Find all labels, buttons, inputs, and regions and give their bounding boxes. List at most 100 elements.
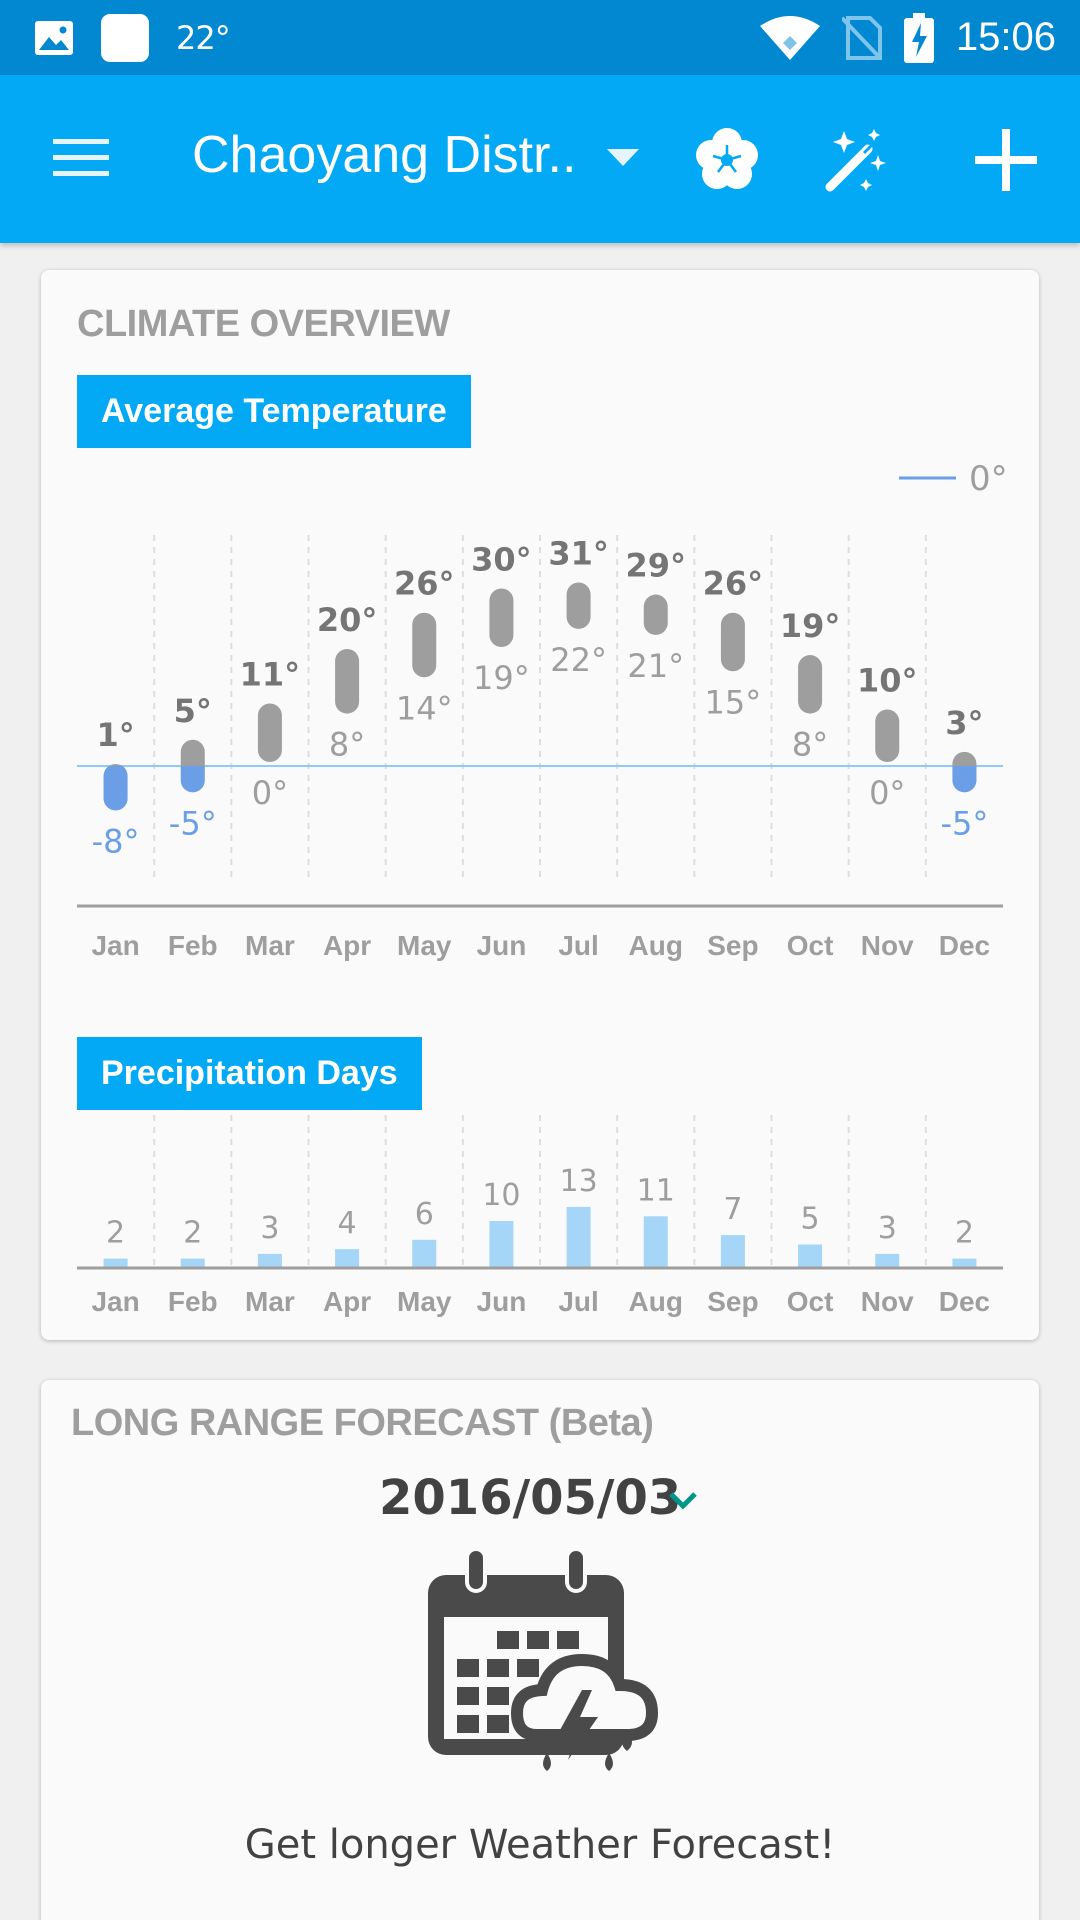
- status-bar: 22° 15:06: [0, 0, 1080, 75]
- longer-forecast-cta[interactable]: Get longer Weather Forecast!: [244, 1822, 836, 1868]
- no-sim-icon: [841, 15, 882, 60]
- long-range-forecast-card: LONG RANGE FORECAST (Beta) 2016/05/03 Ge…: [41, 1380, 1039, 1920]
- precip-bar: [335, 1249, 360, 1268]
- temp-high-label: 19°: [780, 607, 841, 645]
- month-tick-label: Jul: [558, 930, 598, 961]
- precip-bar: [720, 1235, 745, 1268]
- month-tick-label: Dec: [939, 1286, 990, 1317]
- precip-bar: [103, 1258, 128, 1268]
- temp-low-label: -8°: [92, 822, 140, 860]
- month-tick-label: May: [397, 930, 452, 961]
- precipitation-days-chip: Precipitation Days: [77, 1037, 422, 1110]
- month-tick-label: Apr: [323, 1286, 371, 1317]
- temp-low-label: 14°: [396, 689, 453, 727]
- temp-range-bar: [643, 594, 668, 635]
- month-tick-label: Apr: [323, 930, 371, 961]
- calendar-storm-icon[interactable]: [422, 1545, 662, 1785]
- temp-high-label: 10°: [857, 662, 918, 700]
- temp-high-label: 31°: [548, 534, 609, 572]
- temp-range-bar: [257, 703, 282, 762]
- month-tick-label: Aug: [629, 1286, 683, 1317]
- precip-value-label: 3: [260, 1211, 279, 1246]
- month-tick-label: Nov: [861, 1286, 914, 1317]
- temp-high-label: 11°: [240, 655, 301, 693]
- average-temperature-chip: Average Temperature: [77, 375, 471, 448]
- temp-low-label: 21°: [627, 647, 684, 685]
- forecast-date[interactable]: 2016/05/03: [379, 1470, 682, 1526]
- temp-range-bar-below-zero: [952, 766, 977, 793]
- climate-overview-card: CLIMATE OVERVIEW Average Temperature 0° …: [41, 270, 1039, 1340]
- temp-range-bar-below-zero: [180, 766, 205, 793]
- temp-range-bar: [875, 709, 900, 762]
- notification-square-icon: [101, 13, 149, 62]
- temp-low-label: 0°: [869, 774, 905, 812]
- temp-high-label: 20°: [317, 601, 378, 639]
- month-tick-label: Nov: [861, 930, 914, 961]
- long-range-forecast-title: LONG RANGE FORECAST (Beta): [71, 1402, 654, 1444]
- month-tick-label: Feb: [168, 1286, 218, 1317]
- month-tick-label: Mar: [245, 1286, 295, 1317]
- temp-low-label: 22°: [550, 641, 607, 679]
- precip-bar: [180, 1258, 205, 1268]
- precip-bar: [875, 1253, 900, 1268]
- precip-bar: [412, 1239, 437, 1268]
- add-icon[interactable]: [973, 127, 1039, 193]
- battery-charging-icon: [903, 12, 934, 63]
- month-tick-label: May: [397, 1286, 452, 1317]
- temp-low-label: 0°: [252, 774, 288, 812]
- temp-high-label: 3°: [945, 704, 983, 742]
- app-bar: Chaoyang Distr..: [0, 75, 1080, 243]
- temp-low-label: 15°: [705, 683, 762, 721]
- temp-range-bar: [335, 649, 360, 714]
- precip-bar: [257, 1253, 282, 1268]
- menu-icon[interactable]: [50, 133, 112, 181]
- location-dropdown-icon[interactable]: [607, 149, 639, 166]
- month-tick-label: Jan: [91, 1286, 139, 1317]
- temp-range-bar-below-zero: [103, 766, 128, 811]
- temp-low-label: 19°: [473, 659, 530, 697]
- flower-icon[interactable]: [692, 125, 762, 195]
- status-temperature: 22°: [176, 18, 231, 57]
- temp-low-label: 8°: [792, 726, 828, 764]
- temp-high-label: 30°: [471, 541, 532, 579]
- chevron-down-icon[interactable]: [663, 1480, 703, 1520]
- month-tick-label: Oct: [787, 1286, 834, 1317]
- magic-wand-icon[interactable]: [822, 125, 892, 195]
- temp-high-label: 29°: [625, 547, 686, 585]
- precip-value-label: 2: [183, 1216, 202, 1251]
- precip-value-label: 11: [637, 1173, 675, 1208]
- precip-value-label: 5: [801, 1202, 820, 1237]
- month-tick-label: Sep: [707, 1286, 758, 1317]
- precip-value-label: 13: [559, 1164, 597, 1199]
- precip-value-label: 10: [482, 1178, 520, 1213]
- gallery-icon: [35, 20, 73, 55]
- temp-low-label: -5°: [940, 804, 988, 842]
- precip-bar: [489, 1221, 514, 1268]
- temp-low-label: -5°: [169, 804, 217, 842]
- temp-range-bar: [489, 588, 514, 648]
- temp-range-bar: [798, 655, 823, 714]
- month-tick-label: Dec: [939, 930, 990, 961]
- legend-label: 0°: [969, 459, 1008, 499]
- status-time: 15:06: [955, 15, 1056, 59]
- precip-value-label: 2: [955, 1216, 974, 1251]
- temp-low-label: 8°: [329, 726, 365, 764]
- month-tick-label: Aug: [629, 930, 683, 961]
- month-tick-label: Jul: [558, 1286, 598, 1317]
- temp-high-label: 26°: [394, 565, 455, 603]
- month-tick-label: Mar: [245, 930, 295, 961]
- precipitation-chart: 2 Jan 2 Feb 3 Mar 4 Apr 6 May 10 Jun 13 Jul 11 Aug 7 Sep 5…: [77, 1115, 1003, 1317]
- precip-bar: [643, 1216, 668, 1268]
- month-tick-label: Jun: [477, 930, 527, 961]
- month-tick-label: Sep: [707, 930, 758, 961]
- precip-bar: [952, 1258, 977, 1268]
- month-tick-label: Feb: [168, 930, 218, 961]
- precip-value-label: 7: [723, 1192, 742, 1227]
- precip-bar: [566, 1206, 591, 1268]
- temp-high-label: 26°: [703, 565, 764, 603]
- location-title[interactable]: Chaoyang Distr..: [192, 126, 577, 184]
- temp-range-bar: [412, 612, 437, 678]
- temp-range-bar: [566, 582, 591, 629]
- temp-high-label: 1°: [96, 716, 134, 754]
- precip-value-label: 3: [878, 1211, 897, 1246]
